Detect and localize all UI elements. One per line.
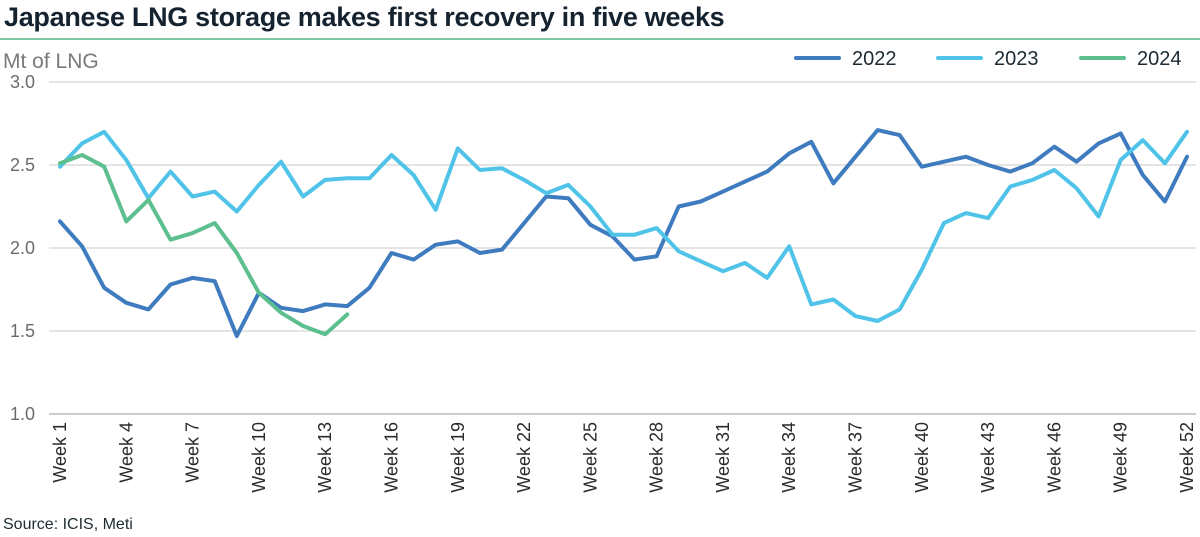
series-line-2024 [58,153,350,337]
legend: 2022 2023 2024 [794,48,1182,70]
y-tick-label: 1.5 [10,321,35,341]
x-tick-label: Week 46 [1044,422,1064,493]
x-tick-label: Week 19 [448,422,468,493]
x-tick-labels: Week 1 Week 4 Week 7 Week 10 Week 13 Week 16 W… [50,422,1197,493]
x-tick-label: Week 40 [912,422,932,493]
y-tick-label: 3.0 [10,72,35,92]
series-line-2022 [58,128,1189,338]
y-tick-labels: 3.0 2.5 2.0 1.5 1.0 [10,72,35,424]
legend-label-2024: 2024 [1137,48,1182,70]
x-tick-label: Week 37 [846,422,866,493]
y-tick-label: 1.0 [10,404,35,424]
x-tick-label: Week 10 [249,422,269,493]
series-lines [58,128,1189,338]
source-note: Source: ICIS, Meti [3,516,133,533]
x-tick-label: Week 1 [50,422,70,483]
y-axis-label: Mt of LNG [3,50,99,73]
y-tick-label: 2.0 [10,238,35,258]
x-tick-label: Week 31 [713,422,733,493]
series-line-2023 [58,129,1189,323]
x-tick-label: Week 7 [183,422,203,483]
x-tick-label: Week 25 [580,422,600,493]
y-tick-label: 2.5 [10,155,35,175]
x-tick-label: Week 49 [1111,422,1131,493]
x-tick-label: Week 34 [779,422,799,493]
chart-title: Japanese LNG storage makes first recover… [4,2,725,32]
legend-label-2022: 2022 [852,48,897,70]
x-tick-label: Week 13 [315,422,335,493]
line-chart: Mt of LNG 3.02.52.01.51.0 Week 1 Week 4 We… [3,48,1197,493]
legend-label-2023: 2023 [994,48,1039,70]
x-tick-label: Week 22 [514,422,534,493]
x-tick-label: Week 52 [1177,422,1197,493]
title-divider [0,38,1200,40]
x-tick-label: Week 16 [381,422,401,493]
x-tick-label: Week 43 [978,422,998,493]
x-tick-label: Week 28 [647,422,667,493]
x-tick-label: Week 4 [116,422,136,483]
